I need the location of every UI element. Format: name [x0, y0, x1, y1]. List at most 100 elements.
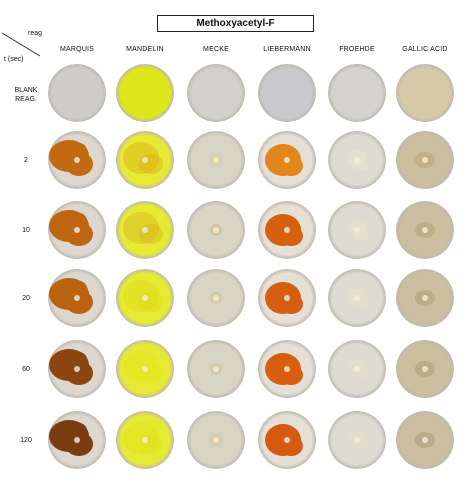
reaction-stain	[269, 146, 289, 162]
plate-surface	[396, 64, 454, 122]
reaction-stain	[65, 152, 93, 176]
blank-reagent-label: BLANK REAG.	[14, 87, 38, 103]
blank-reagent-well	[258, 64, 316, 122]
sample-speck	[142, 295, 148, 301]
reaction-well	[396, 201, 454, 259]
time-label: 10	[22, 227, 30, 234]
sample-speck	[422, 437, 428, 443]
plate-surface	[116, 64, 174, 122]
reaction-stain	[353, 162, 369, 170]
sample-speck	[74, 366, 80, 372]
reaction-stain	[63, 280, 87, 296]
time-label: 2	[24, 157, 28, 164]
sample-speck	[422, 227, 428, 233]
sample-speck	[213, 295, 219, 301]
blank-reagent-well	[116, 64, 174, 122]
reaction-stain	[65, 290, 93, 314]
reaction-stain	[353, 300, 369, 308]
reaction-stain	[63, 142, 87, 158]
sample-speck	[422, 366, 428, 372]
reaction-well	[187, 131, 245, 189]
sample-speck	[74, 157, 80, 163]
reaction-well	[328, 269, 386, 327]
sample-speck	[142, 437, 148, 443]
reaction-well	[396, 411, 454, 469]
time-label: 120	[20, 437, 32, 444]
reaction-well	[258, 201, 316, 259]
sample-speck	[213, 366, 219, 372]
sample-speck	[74, 437, 80, 443]
reaction-well	[258, 269, 316, 327]
reaction-stain	[65, 432, 93, 456]
reaction-well	[187, 269, 245, 327]
sample-speck	[354, 366, 360, 372]
reaction-well	[396, 269, 454, 327]
reaction-stain	[65, 222, 93, 246]
reaction-well	[48, 131, 106, 189]
reaction-well	[116, 411, 174, 469]
sample-speck	[284, 437, 290, 443]
sample-speck	[74, 227, 80, 233]
reagent-axis-label: reag	[28, 30, 43, 37]
reaction-well	[328, 340, 386, 398]
reaction-stain	[353, 442, 369, 450]
sample-speck	[354, 227, 360, 233]
reaction-stain	[269, 426, 289, 442]
diagonal-divider	[1, 32, 41, 57]
reaction-well	[48, 269, 106, 327]
reagent-header: MANDELIN	[126, 46, 164, 53]
blank-reagent-well	[187, 64, 245, 122]
reagent-header: LIEBERMANN	[263, 46, 311, 53]
blank-reagent-well	[396, 64, 454, 122]
page-title: Methoxyacetyl-F	[157, 15, 314, 32]
reaction-well	[187, 201, 245, 259]
reaction-well	[328, 131, 386, 189]
reaction-stain	[63, 212, 87, 228]
sample-speck	[354, 437, 360, 443]
sample-speck	[422, 295, 428, 301]
reaction-well	[48, 340, 106, 398]
reagent-header: MECKE	[203, 46, 229, 53]
sample-speck	[284, 366, 290, 372]
reaction-well	[328, 201, 386, 259]
sample-speck	[284, 295, 290, 301]
plate-surface	[48, 64, 106, 122]
reaction-well	[116, 201, 174, 259]
reaction-well	[116, 269, 174, 327]
corner-header: reag t (sec)	[0, 30, 50, 72]
reaction-well	[258, 340, 316, 398]
reaction-well	[48, 411, 106, 469]
reaction-well	[187, 411, 245, 469]
reaction-stain	[65, 361, 93, 385]
sample-speck	[284, 157, 290, 163]
plate-surface	[328, 64, 386, 122]
reaction-stain	[353, 371, 369, 379]
reagent-header: MARQUIS	[59, 46, 95, 53]
reaction-stain	[269, 216, 289, 232]
sample-speck	[354, 295, 360, 301]
reaction-well	[396, 131, 454, 189]
reagent-header: FROEHDE	[339, 46, 375, 53]
blank-reagent-well	[48, 64, 106, 122]
reaction-well	[396, 340, 454, 398]
time-axis-label: t (sec)	[4, 56, 24, 63]
reaction-well	[258, 131, 316, 189]
sample-speck	[142, 366, 148, 372]
reaction-well	[116, 131, 174, 189]
plate-surface	[187, 64, 245, 122]
sample-speck	[422, 157, 428, 163]
reaction-well	[258, 411, 316, 469]
time-label: 60	[22, 366, 30, 373]
reaction-stain	[63, 422, 87, 438]
reaction-stain	[353, 232, 369, 240]
reaction-stain	[139, 363, 163, 383]
reaction-stain	[269, 284, 289, 300]
sample-speck	[142, 157, 148, 163]
sample-speck	[354, 157, 360, 163]
sample-speck	[142, 227, 148, 233]
time-label: 20	[22, 295, 30, 302]
reaction-stain	[139, 154, 163, 174]
sample-speck	[213, 227, 219, 233]
reaction-stain	[139, 292, 163, 312]
sample-speck	[213, 157, 219, 163]
